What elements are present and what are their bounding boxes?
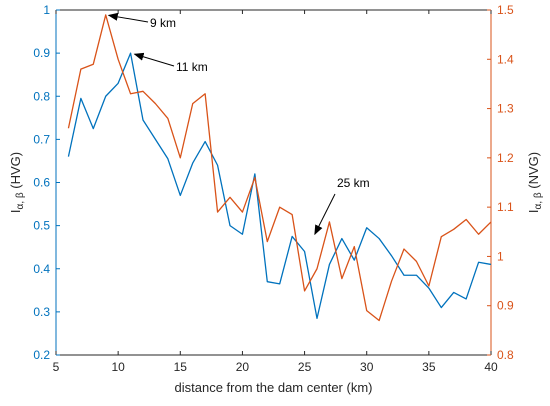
annotation-arrow: [133, 52, 175, 67]
y-axis-label-right-sub: α, β: [533, 192, 544, 209]
y-right-tick-label: 1.1: [497, 200, 514, 214]
y-axis-label-left-main: I: [8, 209, 23, 213]
annotation-label: 25 km: [337, 176, 370, 190]
plot-frame: [55, 9, 492, 356]
ticks-layer: 5 10 15 20 25 30 35 40 0.2 0.3 0.4 0.5 0.6 0.7 0.8 0.9 1…: [33, 3, 514, 374]
y-right-tick-label: 0.8: [497, 348, 514, 362]
series-line-nvg: [67, 14, 492, 322]
y-left-tick-label: 0.8: [33, 89, 50, 103]
annotation-arrow: [314, 193, 336, 236]
series-layer: [67, 14, 492, 322]
y-left-tick-label: 0.9: [33, 46, 50, 60]
y-right-tick-label: 1.2: [497, 151, 514, 165]
x-tick-label: 5: [53, 360, 60, 374]
y-left-tick-label: 0.7: [33, 132, 50, 146]
y-axis-label-left-tail: (HVG): [8, 152, 23, 192]
y-left-tick-label: 0.4: [33, 262, 50, 276]
y-left-tick-label: 0.5: [33, 219, 50, 233]
x-tick-label: 30: [360, 360, 374, 374]
plot-background: [56, 10, 491, 355]
x-tick-label: 20: [236, 360, 250, 374]
y-right-tick-label: 1.3: [497, 102, 514, 116]
y-right-tick-label: 1.4: [497, 52, 514, 66]
x-tick-label: 10: [111, 360, 125, 374]
y-left-tick-label: 0.3: [33, 305, 50, 319]
y-right-tick-label: 1: [497, 249, 504, 263]
x-tick-label: 25: [298, 360, 312, 374]
y-axis-label-left-sub: α, β: [15, 192, 26, 209]
x-tick-label: 40: [484, 360, 498, 374]
y-right-tick-label: 1.5: [497, 3, 514, 17]
series-line-hvg: [67, 52, 492, 319]
annotation-label: 11 km: [176, 60, 208, 74]
y-axis-label-right-main: I: [526, 209, 541, 213]
y-left-tick-label: 0.2: [33, 348, 50, 362]
x-tick-label: 35: [422, 360, 436, 374]
y-left-tick-label: 0.6: [33, 176, 50, 190]
x-tick-label: 15: [174, 360, 188, 374]
annotations: 9 km 11 km 25 km: [107, 12, 370, 236]
x-axis-label: distance from the dam center (km): [175, 380, 373, 395]
y-axis-label-left: Iα, β (HVG): [8, 152, 26, 213]
y-left-tick-label: 1: [43, 3, 50, 17]
y-axis-label-right-tail: (NVG): [526, 152, 541, 192]
annotation-label: 9 km: [150, 16, 176, 30]
annotation-arrow: [107, 12, 149, 23]
y-axis-label-right: Iα, β (NVG): [526, 152, 544, 213]
y-right-tick-label: 0.9: [497, 299, 514, 313]
